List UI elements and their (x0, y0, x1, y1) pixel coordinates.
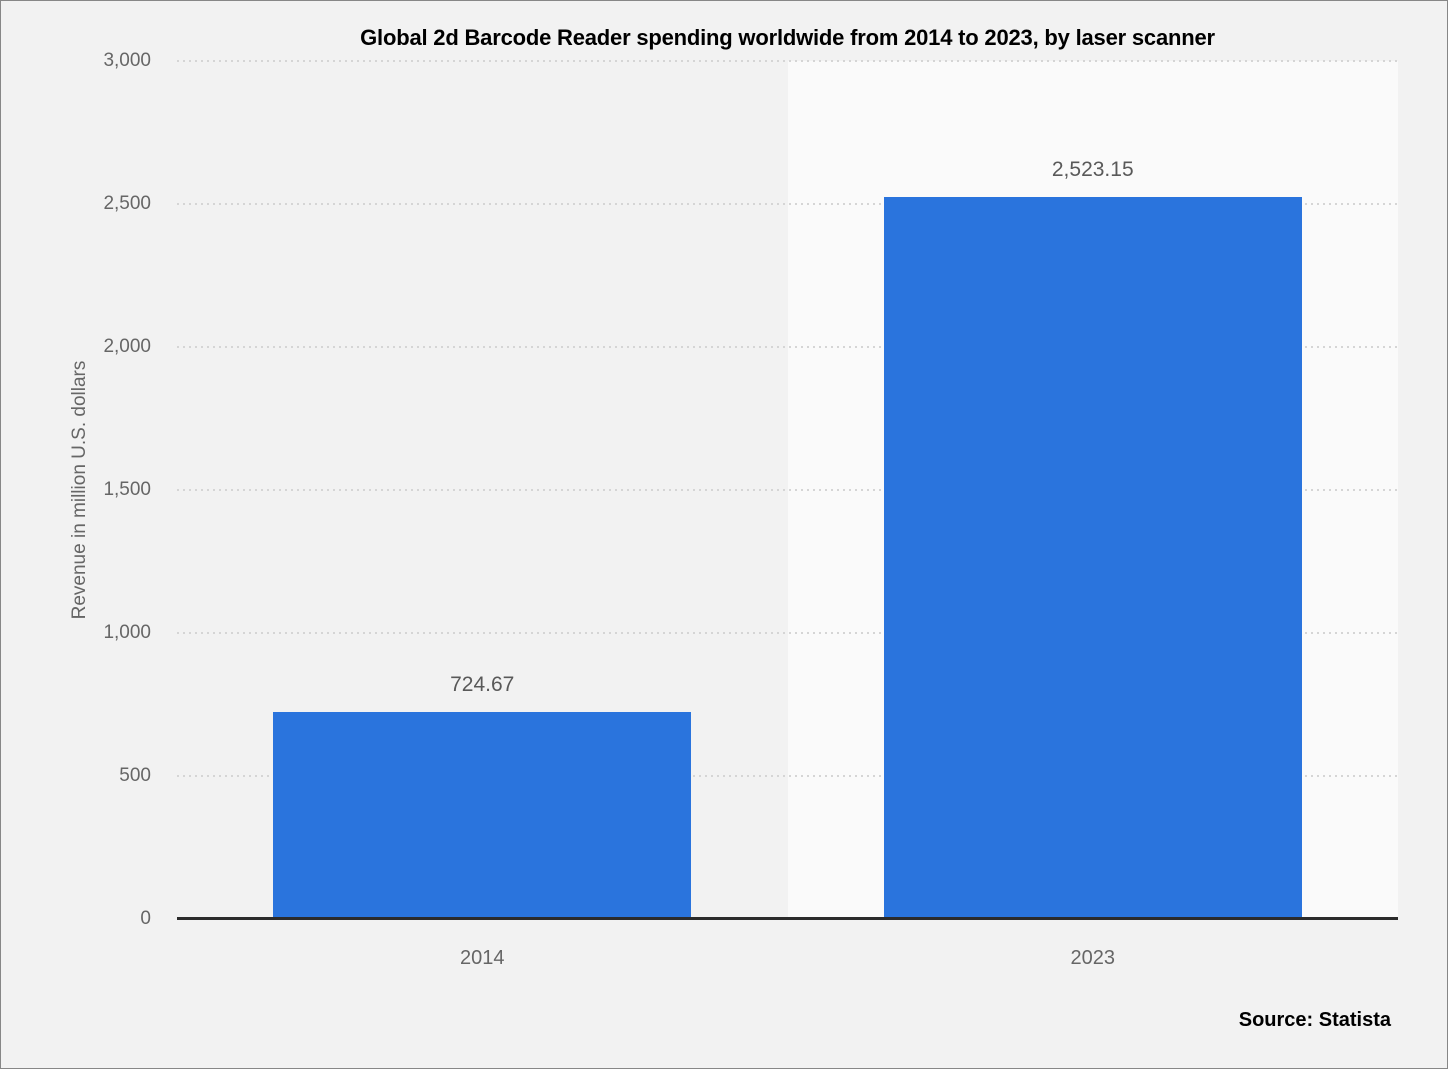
y-tick-label: 2,500 (103, 193, 151, 214)
gridline-1,500 (177, 489, 1398, 491)
y-tick-label: 1,000 (103, 622, 151, 643)
bar-value-label: 724.67 (450, 673, 515, 696)
chart-title: Global 2d Barcode Reader spending worldw… (360, 25, 1215, 50)
gridline-3,000 (177, 60, 1398, 62)
x-category-label: 2014 (460, 947, 505, 969)
y-tick-label: 2,000 (103, 336, 151, 357)
bar-2014 (273, 712, 691, 919)
x-axis-line (177, 917, 1398, 920)
y-tick-label: 0 (140, 908, 151, 929)
x-category-label: 2023 (1070, 947, 1116, 969)
y-tick-label: 1,500 (103, 479, 151, 500)
y-tick-label: 3,000 (103, 50, 151, 71)
gridline-500 (177, 775, 1398, 777)
bar-value-label: 2,523.15 (1051, 158, 1134, 181)
gridline-2,500 (177, 203, 1398, 205)
y-tick-label: 500 (119, 765, 151, 786)
bar-2023 (884, 197, 1302, 919)
gridline-2,000 (177, 346, 1398, 348)
source-credit: Source: Statista (1238, 1009, 1391, 1031)
gridline-1,000 (177, 632, 1398, 634)
